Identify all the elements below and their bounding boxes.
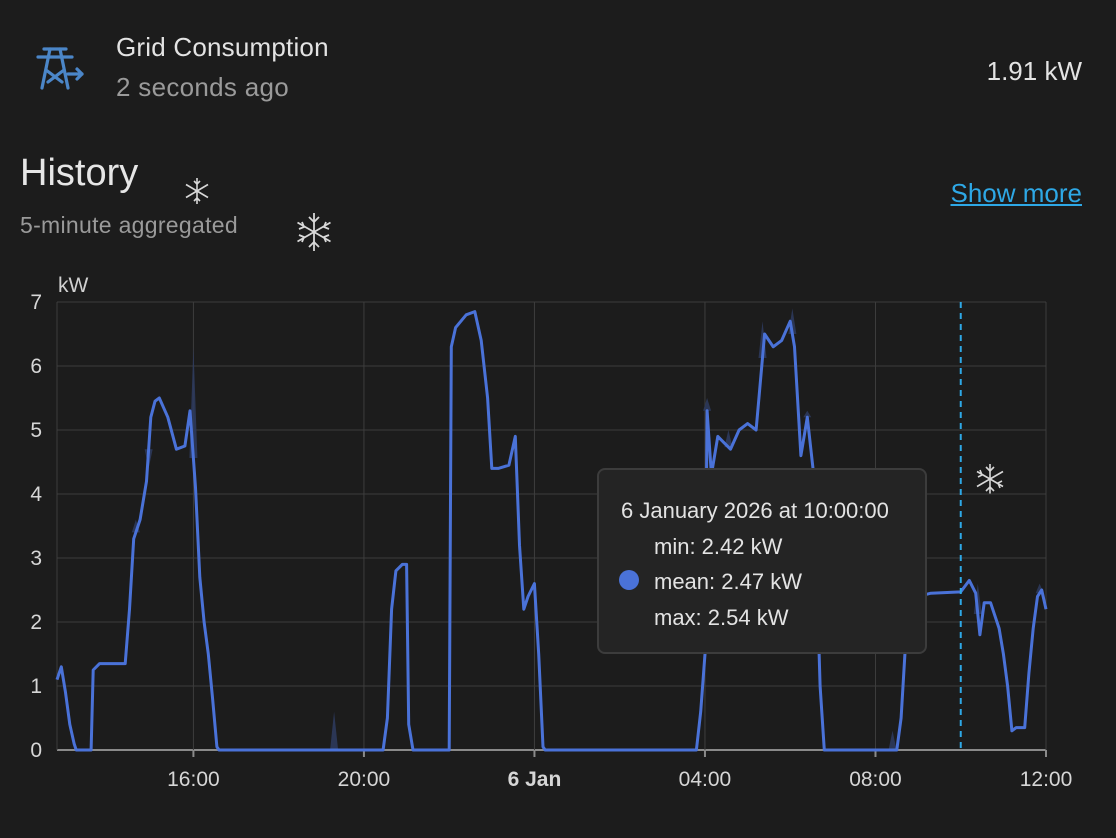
series-color-dot [619,570,639,590]
tooltip-max: max: 2.54 kW [654,605,789,630]
tooltip-mean: mean: 2.47 kW [654,569,802,594]
max-band-spike [330,711,339,750]
max-band-spike [803,410,812,418]
snowflake-icon [185,178,209,204]
entity-name: Grid Consumption [116,32,329,62]
entity-state: 1.91 kW [986,56,1082,86]
history-title: History [20,152,139,194]
max-band-spike [888,730,897,750]
history-subtitle: 5-minute aggregated [20,212,238,238]
max-band-spike [724,430,733,448]
last-changed: 2 seconds ago [116,72,290,102]
series-line-mean[interactable] [55,310,1048,752]
x-tick-label: 16:00 [167,768,220,791]
snowflake-icon [976,464,1004,494]
show-more-link[interactable]: Show more [950,178,1083,208]
entity-row[interactable]: Grid Consumption 2 seconds ago 1.91 kW [0,0,1116,130]
y-tick-label: 5 [30,419,42,442]
y-tick-label: 1 [30,675,42,698]
max-band-spike [703,398,712,411]
y-tick-label: 6 [30,355,42,378]
y-tick-label: 7 [30,291,42,314]
tooltip-min: min: 2.42 kW [654,534,783,559]
chart-tooltip: 6 January 2026 at 10:00:00 min: 2.42 kW … [597,468,927,654]
x-tick-label: 20:00 [338,768,391,791]
x-axis: 16:00 20:00 6 Jan 04:00 08:00 12:00 [167,768,1072,791]
tooltip-time: 6 January 2026 at 10:00:00 [621,498,889,523]
x-tick-label: 04:00 [679,768,732,791]
y-axis: 0 1 2 3 4 5 6 7 [30,291,42,762]
y-tick-label: 3 [30,547,42,570]
y-axis-unit: kW [58,274,89,297]
x-tick-label: 6 Jan [508,768,562,791]
transmission-tower-export-icon [36,47,84,90]
x-tick-label: 12:00 [1020,768,1073,791]
y-tick-label: 2 [30,611,42,634]
y-tick-label: 0 [30,739,42,762]
y-tick-label: 4 [30,483,42,506]
x-tick-label: 08:00 [849,768,902,791]
snowflake-icon [297,213,331,251]
